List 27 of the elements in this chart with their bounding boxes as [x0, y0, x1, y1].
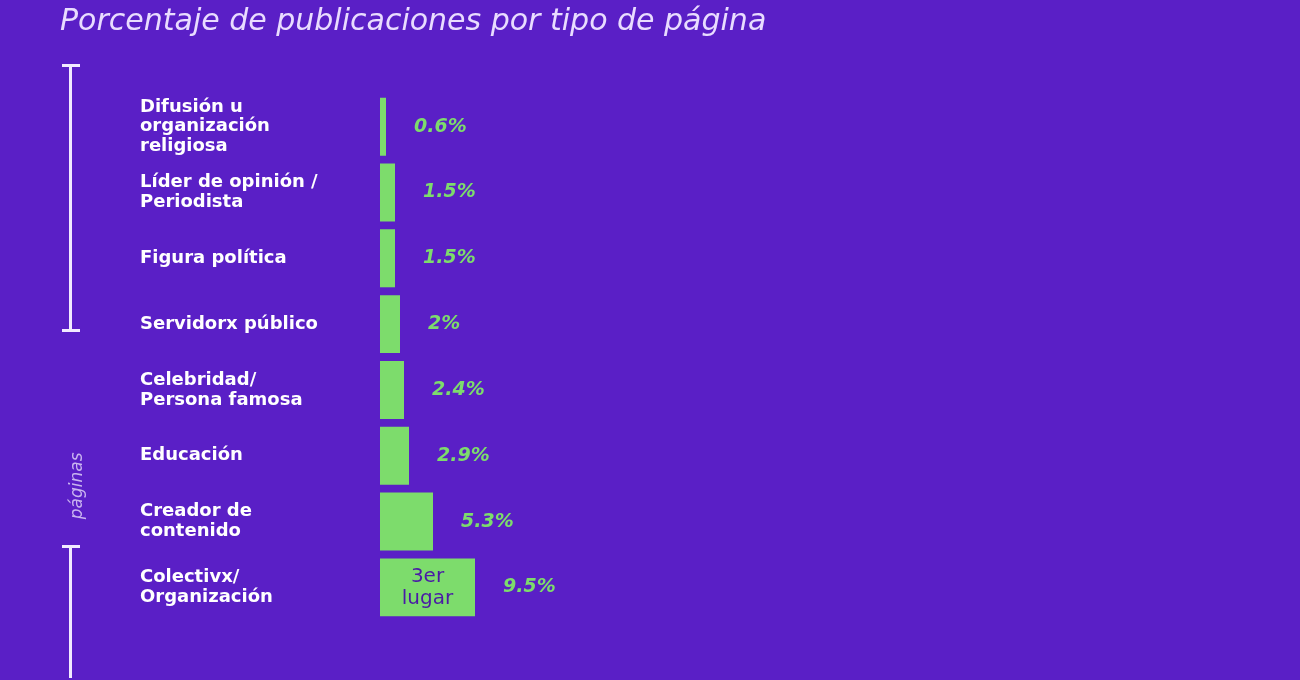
- text: páginas: [66, 452, 87, 521]
- data-label: 9.5%: [503, 574, 556, 597]
- data-label: 1.5%: [423, 245, 476, 268]
- data-label: 2.9%: [437, 442, 490, 465]
- y-tick-label: Educación: [140, 443, 243, 465]
- bar: [380, 97, 386, 156]
- y-tick-label: Difusión u organización religiosa: [140, 94, 270, 156]
- y-tick-label: Figura política: [140, 246, 287, 267]
- bar: [380, 295, 400, 354]
- data-label: 0.6%: [414, 113, 467, 136]
- y-tick-label: Líder de opinión / Periodista: [140, 170, 319, 212]
- bar: [380, 492, 433, 551]
- y-tick-label: Servidorx público: [140, 311, 318, 333]
- data-label: 2.4%: [432, 376, 485, 399]
- bar: [380, 426, 409, 485]
- data-label: 5.3%: [461, 508, 514, 531]
- bar: [380, 361, 404, 419]
- bar: [380, 229, 395, 288]
- y-tick-label: Creador de contenido: [140, 499, 252, 541]
- annotation: 3er lugar: [401, 562, 454, 609]
- chart-title: Porcentaje de publicaciones por tipo de página: [60, 2, 767, 37]
- y-tick-label: Celebridad/ Persona famosa: [140, 367, 303, 409]
- data-label: 2%: [428, 311, 461, 334]
- data-label: 1.5%: [423, 179, 476, 202]
- y-tick-label: Colectivx/ Organización: [140, 565, 273, 606]
- bar: [380, 163, 395, 222]
- bar: [380, 558, 475, 617]
